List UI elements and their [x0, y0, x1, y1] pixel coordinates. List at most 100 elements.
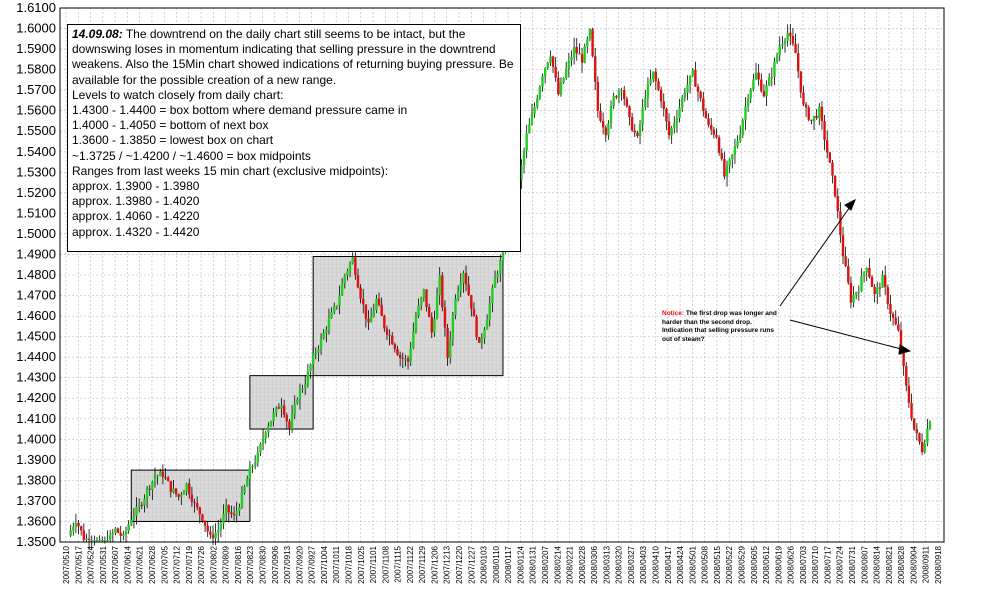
candle-body — [757, 72, 760, 80]
y-tick-label: 1.5400 — [16, 144, 56, 159]
candle-body — [638, 124, 642, 136]
candle-body — [533, 106, 536, 114]
candle-body — [340, 283, 344, 296]
candle-body — [267, 426, 270, 433]
candle-body — [406, 358, 410, 362]
x-tick-label: 2007/1213 — [443, 545, 452, 583]
candle-body — [333, 306, 336, 312]
candle-body — [702, 98, 705, 112]
candle-body — [385, 328, 389, 335]
candle-body — [583, 46, 586, 63]
x-tick-label: 2008/0529 — [737, 545, 746, 583]
candle-body — [351, 257, 354, 264]
x-tick-label: 2007/0906 — [271, 545, 280, 583]
candle-body — [304, 384, 307, 389]
candle-body — [912, 418, 916, 430]
candle-body — [860, 276, 863, 292]
candle-body — [269, 420, 273, 427]
candle-body — [491, 287, 494, 304]
x-tick-label: 2007/0927 — [308, 545, 317, 583]
candle-body — [393, 344, 397, 350]
candle-body — [359, 287, 362, 299]
candle-body — [493, 277, 497, 288]
x-tick-label: 2008/0313 — [602, 545, 611, 583]
candle-body — [657, 81, 660, 90]
x-tick-label: 2008/0124 — [516, 545, 525, 583]
candle-body — [132, 515, 136, 520]
candle-body — [744, 106, 747, 121]
x-tick-label: 2008/0626 — [787, 545, 796, 583]
candle-body — [717, 137, 721, 153]
x-tick-label: 2007/0614 — [123, 545, 132, 583]
candle-body — [683, 92, 687, 98]
candle-body — [122, 534, 125, 536]
candle-body — [325, 329, 328, 333]
candle-body — [193, 502, 196, 504]
x-tick-label: 2007/1108 — [381, 545, 390, 583]
candle-body — [567, 60, 571, 69]
candle-body — [414, 316, 418, 332]
x-tick-label: 2007/0920 — [295, 545, 304, 583]
candle-body — [536, 98, 539, 107]
candle-body — [818, 106, 821, 118]
candle-body — [789, 32, 792, 36]
candle-body — [290, 414, 294, 430]
note-line: Ranges from last weeks 15 min chart (exc… — [72, 163, 389, 178]
candle-body — [499, 260, 502, 274]
candle-body — [652, 71, 655, 80]
x-tick-label: 2007/0816 — [234, 545, 243, 583]
candle-body — [688, 75, 692, 85]
x-tick-label: 2007/1011 — [332, 545, 341, 583]
candle-body — [143, 498, 146, 506]
candle-body — [804, 104, 808, 108]
range-box — [130, 469, 251, 522]
y-tick-label: 1.5800 — [16, 62, 56, 77]
candle-body — [667, 121, 671, 136]
candle-body — [74, 522, 78, 527]
candle-body — [462, 272, 465, 284]
candle-body — [599, 110, 602, 121]
candle-body — [364, 304, 368, 319]
candle-body — [802, 92, 805, 105]
candle-body — [380, 304, 383, 316]
candle-body — [230, 512, 233, 515]
x-tick-label: 2008/0131 — [529, 545, 538, 583]
candle-body — [251, 466, 254, 468]
y-tick-label: 1.5100 — [16, 205, 56, 220]
candle-body — [617, 90, 621, 98]
candle-body — [412, 331, 415, 349]
candle-body — [899, 330, 903, 352]
candle-body — [217, 530, 220, 533]
candle-body — [420, 297, 423, 306]
x-tick-label: 2007/0830 — [259, 545, 268, 583]
candle-body — [546, 62, 549, 69]
candle-body — [849, 282, 853, 303]
candle-body — [575, 47, 578, 54]
x-tick-label: 2008/0424 — [676, 545, 685, 583]
candle-body — [786, 32, 789, 41]
candle-body — [775, 54, 779, 62]
candle-body — [362, 298, 365, 305]
x-tick-label: 2007/0719 — [185, 545, 194, 583]
candle-body — [135, 506, 138, 516]
x-tick-label: 2008/0814 — [873, 545, 882, 583]
x-tick-label: 2007/0726 — [197, 545, 206, 583]
candle-body — [891, 313, 895, 318]
candle-body — [530, 113, 534, 125]
candle-body — [301, 388, 304, 390]
x-tick-label: 2008/0117 — [504, 545, 513, 583]
candle-body — [865, 267, 868, 273]
x-tick-label: 2008/0228 — [578, 545, 587, 583]
candle-body — [604, 127, 607, 136]
candle-body — [222, 513, 225, 524]
candle-body — [219, 523, 223, 531]
candle-body — [240, 492, 244, 508]
candle-body — [401, 357, 404, 359]
x-tick-label: 2007/1101 — [369, 545, 378, 583]
candle-body — [907, 385, 911, 403]
candle-body — [728, 159, 731, 166]
arrowhead-second-drop — [898, 344, 912, 355]
x-tick-label: 2008/0306 — [590, 545, 599, 583]
candle-body — [878, 287, 882, 289]
candle-body — [897, 324, 900, 331]
